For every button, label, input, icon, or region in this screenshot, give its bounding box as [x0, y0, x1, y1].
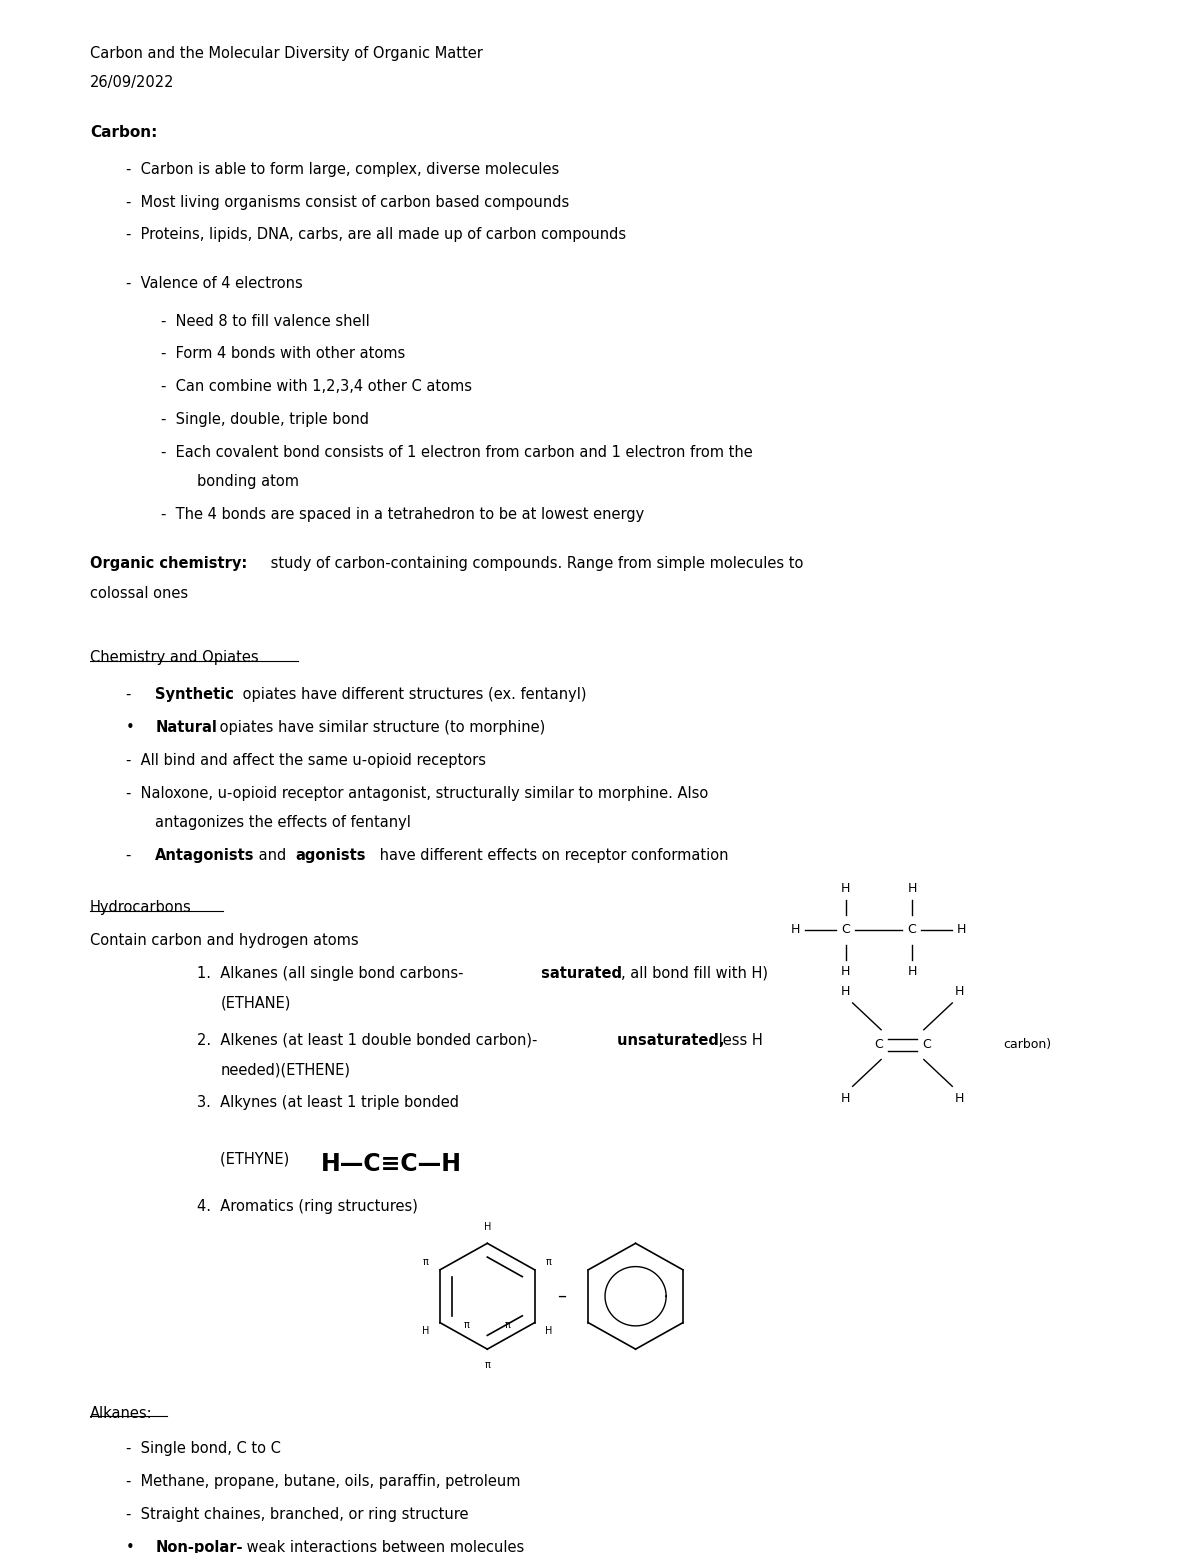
- Text: Carbon:: Carbon:: [90, 124, 157, 140]
- Text: antagonizes the effects of fentanyl: antagonizes the effects of fentanyl: [155, 815, 412, 831]
- Text: -  Single bond, C to C: - Single bond, C to C: [126, 1441, 281, 1457]
- Text: 3.  Alkynes (at least 1 triple bonded: 3. Alkynes (at least 1 triple bonded: [197, 1095, 458, 1110]
- Text: H: H: [907, 882, 917, 895]
- Text: •: •: [126, 1539, 144, 1553]
- Text: Organic chemistry:: Organic chemistry:: [90, 556, 247, 572]
- Text: H: H: [841, 882, 851, 895]
- Text: Antagonists: Antagonists: [155, 848, 254, 863]
- Text: Hydrocarbons: Hydrocarbons: [90, 901, 192, 915]
- Text: H: H: [422, 1326, 430, 1336]
- Text: (ETHYNE): (ETHYNE): [221, 1152, 299, 1166]
- Text: •: •: [126, 721, 144, 735]
- Text: π: π: [505, 1320, 511, 1331]
- Text: less H: less H: [714, 1033, 763, 1048]
- Text: -  Naloxone, u-opioid receptor antagonist, structurally similar to morphine. Als: - Naloxone, u-opioid receptor antagonist…: [126, 786, 708, 801]
- Text: H—C≡C—H: H—C≡C—H: [322, 1152, 462, 1176]
- Text: Natural: Natural: [155, 721, 217, 735]
- Text: C: C: [841, 924, 850, 936]
- Text: -  All bind and affect the same u-opioid receptors: - All bind and affect the same u-opioid …: [126, 753, 486, 767]
- Text: Synthetic: Synthetic: [155, 688, 234, 702]
- Text: H: H: [791, 924, 800, 936]
- Text: 26/09/2022: 26/09/2022: [90, 76, 174, 90]
- Text: H: H: [907, 964, 917, 978]
- Text: 1.  Alkanes (all single bond carbons-: 1. Alkanes (all single bond carbons-: [197, 966, 463, 981]
- Text: -  Need 8 to fill valence shell: - Need 8 to fill valence shell: [161, 314, 370, 329]
- Text: saturated: saturated: [536, 966, 622, 981]
- Text: C: C: [907, 924, 917, 936]
- Text: agonists: agonists: [295, 848, 366, 863]
- Text: H: H: [955, 985, 964, 997]
- Text: –: –: [557, 1287, 566, 1305]
- Text: π: π: [463, 1320, 469, 1331]
- Text: 2.  Alkenes (at least 1 double bonded carbon)-: 2. Alkenes (at least 1 double bonded car…: [197, 1033, 538, 1048]
- Text: and: and: [253, 848, 290, 863]
- Text: -  Methane, propane, butane, oils, paraffin, petroleum: - Methane, propane, butane, oils, paraff…: [126, 1474, 520, 1489]
- Text: Contain carbon and hydrogen atoms: Contain carbon and hydrogen atoms: [90, 933, 359, 947]
- Text: π: π: [422, 1256, 428, 1267]
- Text: H: H: [955, 1092, 964, 1104]
- Text: Non-polar-: Non-polar-: [155, 1539, 242, 1553]
- Text: opiates have similar structure (to morphine): opiates have similar structure (to morph…: [215, 721, 545, 735]
- Text: Chemistry and Opiates: Chemistry and Opiates: [90, 651, 258, 665]
- Text: -: -: [126, 848, 140, 863]
- Text: -  The 4 bonds are spaced in a tetrahedron to be at lowest energy: - The 4 bonds are spaced in a tetrahedro…: [161, 508, 644, 522]
- Text: Alkanes:: Alkanes:: [90, 1405, 152, 1421]
- Text: H: H: [958, 924, 966, 936]
- Text: C: C: [875, 1037, 883, 1051]
- Text: needed)(ETHENE): needed)(ETHENE): [221, 1062, 350, 1078]
- Text: C: C: [922, 1037, 930, 1051]
- Text: unsaturated,: unsaturated,: [612, 1033, 725, 1048]
- Text: weak interactions between molecules: weak interactions between molecules: [241, 1539, 524, 1553]
- Text: colossal ones: colossal ones: [90, 585, 188, 601]
- Text: H: H: [484, 1222, 491, 1233]
- Text: bonding atom: bonding atom: [197, 474, 299, 489]
- Text: H: H: [545, 1326, 552, 1336]
- Text: (ETHANE): (ETHANE): [221, 995, 290, 1011]
- Text: -  Form 4 bonds with other atoms: - Form 4 bonds with other atoms: [161, 346, 406, 362]
- Text: -  Valence of 4 electrons: - Valence of 4 electrons: [126, 276, 302, 292]
- Text: 4.  Aromatics (ring structures): 4. Aromatics (ring structures): [197, 1199, 418, 1214]
- Text: H: H: [841, 964, 851, 978]
- Text: opiates have different structures (ex. fentanyl): opiates have different structures (ex. f…: [239, 688, 587, 702]
- Text: -  Proteins, lipids, DNA, carbs, are all made up of carbon compounds: - Proteins, lipids, DNA, carbs, are all …: [126, 227, 625, 242]
- Text: -  Single, double, triple bond: - Single, double, triple bond: [161, 412, 370, 427]
- Text: -: -: [126, 688, 140, 702]
- Text: -  Can combine with 1,2,3,4 other C atoms: - Can combine with 1,2,3,4 other C atoms: [161, 379, 472, 394]
- Text: carbon): carbon): [1003, 1037, 1051, 1051]
- Text: H: H: [841, 1092, 851, 1104]
- Text: -  Each covalent bond consists of 1 electron from carbon and 1 electron from the: - Each covalent bond consists of 1 elect…: [161, 444, 752, 460]
- Text: , all bond fill with H): , all bond fill with H): [622, 966, 768, 981]
- Text: -  Most living organisms consist of carbon based compounds: - Most living organisms consist of carbo…: [126, 194, 569, 210]
- Text: π: π: [546, 1256, 552, 1267]
- Text: π: π: [485, 1360, 491, 1370]
- Text: study of carbon-containing compounds. Range from simple molecules to: study of carbon-containing compounds. Ra…: [265, 556, 803, 572]
- Text: -  Straight chaines, branched, or ring structure: - Straight chaines, branched, or ring st…: [126, 1506, 468, 1522]
- Text: -  Carbon is able to form large, complex, diverse molecules: - Carbon is able to form large, complex,…: [126, 162, 559, 177]
- Text: Carbon and the Molecular Diversity of Organic Matter: Carbon and the Molecular Diversity of Or…: [90, 45, 482, 61]
- Text: H: H: [841, 985, 851, 997]
- Text: have different effects on receptor conformation: have different effects on receptor confo…: [374, 848, 728, 863]
